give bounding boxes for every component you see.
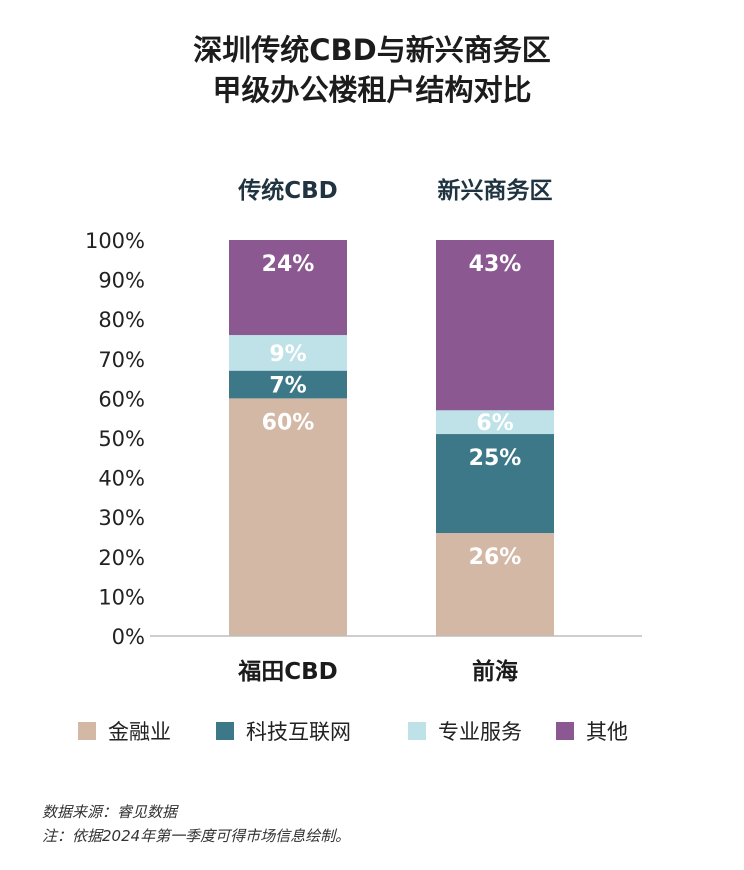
- category-labels: 福田CBD 前海: [237, 658, 518, 685]
- data-label: 26%: [469, 545, 522, 570]
- bar-segment: [229, 335, 347, 371]
- data-label: 7%: [269, 374, 306, 399]
- bar-segment: [436, 533, 554, 636]
- y-tick-label: 50%: [98, 427, 145, 451]
- y-tick-label: 20%: [98, 546, 145, 570]
- footer: 数据来源：睿见数据 注：依据2024年第一季度可得市场信息绘制。: [42, 800, 350, 848]
- legend-item: 其他: [556, 716, 628, 746]
- y-axis-ticks: 0% 10% 20% 30% 40% 50% 60% 70% 80% 90% 100%: [85, 229, 145, 649]
- legend-swatch: [408, 722, 426, 740]
- data-label: 25%: [469, 446, 522, 471]
- chart-title: 深圳传统CBD与新兴商务区 甲级办公楼租户结构对比: [0, 30, 744, 110]
- chart-title-line-2: 甲级办公楼租户结构对比: [212, 73, 532, 107]
- footnote: 注：依据2024年第一季度可得市场信息绘制。: [42, 827, 351, 845]
- data-label: 24%: [262, 252, 315, 277]
- data-label: 60%: [262, 410, 315, 435]
- legend: 金融业 科技互联网 专业服务 其他: [0, 716, 744, 750]
- y-tick-label: 40%: [98, 467, 145, 491]
- y-tick-label: 100%: [85, 229, 145, 253]
- group-label: 新兴商务区: [438, 177, 553, 204]
- y-tick-label: 10%: [98, 585, 145, 609]
- legend-swatch: [78, 722, 96, 740]
- bar-segment: [229, 370, 347, 399]
- group-label: 传统CBD: [237, 177, 338, 204]
- bars: 60% 7% 9% 24% 26% 25% 6% 43%: [229, 240, 554, 636]
- bar-stack: 60% 7% 9% 24%: [229, 240, 347, 636]
- y-tick-label: 80%: [98, 308, 145, 332]
- legend-label: 科技互联网: [246, 720, 351, 744]
- legend-label: 其他: [586, 720, 628, 744]
- chart-title-line-1: 深圳传统CBD与新兴商务区: [193, 33, 551, 67]
- category-label: 福田CBD: [237, 659, 338, 685]
- legend-item: 专业服务: [408, 716, 522, 746]
- legend-label: 金融业: [108, 720, 171, 744]
- y-tick-label: 90%: [98, 269, 145, 293]
- y-tick-label: 70%: [98, 348, 145, 372]
- legend-item: 金融业: [78, 716, 171, 746]
- y-tick-label: 0%: [112, 625, 145, 649]
- bar-segment: [436, 434, 554, 534]
- bar-segment: [436, 410, 554, 435]
- stacked-bar-chart: 0% 10% 20% 30% 40% 50% 60% 70% 80% 90% 100% 传统CBD 新…: [85, 177, 642, 685]
- legend-swatch: [556, 722, 574, 740]
- y-tick-label: 60%: [98, 387, 145, 411]
- bar-segment: [436, 240, 554, 411]
- legend-item: 科技互联网: [216, 716, 351, 746]
- category-label: 前海: [472, 658, 518, 685]
- data-label: 9%: [269, 342, 306, 367]
- source-note: 数据来源：睿见数据: [42, 803, 178, 821]
- group-labels: 传统CBD 新兴商务区: [237, 177, 552, 204]
- legend-label: 专业服务: [438, 720, 522, 744]
- data-label: 43%: [469, 252, 522, 277]
- bar-segment: [229, 398, 347, 636]
- data-label: 6%: [476, 411, 513, 436]
- legend-swatch: [216, 722, 234, 740]
- bar-stack: 26% 25% 6% 43%: [436, 240, 554, 636]
- bar-segment: [229, 240, 347, 336]
- y-tick-label: 30%: [98, 506, 145, 530]
